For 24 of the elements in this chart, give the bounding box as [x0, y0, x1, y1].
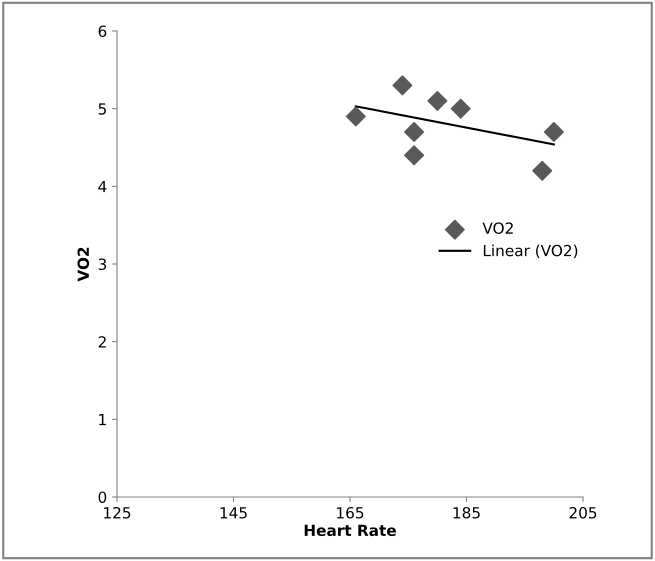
point — [346, 106, 366, 126]
x-tick-label: 185 — [454, 506, 480, 519]
y-tick-label: 2 — [98, 336, 106, 348]
x-tick-label: 205 — [570, 506, 596, 519]
point — [532, 160, 552, 181]
point — [427, 90, 448, 111]
legend-label: VO2 — [482, 222, 513, 234]
y-tick-label: 3 — [98, 258, 106, 270]
point — [450, 98, 471, 119]
point — [544, 122, 564, 142]
legend-label: Linear (VO2) — [484, 244, 578, 258]
point — [392, 75, 412, 96]
y-axis-title: VO2 — [77, 248, 90, 282]
x-tick-label: 145 — [220, 507, 247, 519]
x-tick-label: 125 — [104, 506, 130, 519]
y-tick-label: 0 — [98, 491, 106, 504]
y-tick-label: 1 — [99, 414, 106, 426]
x-tick-label: 165 — [337, 506, 364, 519]
point — [404, 145, 424, 166]
x-axis-title: Heart Rate — [304, 524, 396, 536]
y-tick-label: 6 — [98, 25, 106, 38]
y-tick-label: 4 — [98, 181, 106, 192]
y-tick-label: 5 — [98, 103, 106, 115]
point — [404, 122, 424, 142]
